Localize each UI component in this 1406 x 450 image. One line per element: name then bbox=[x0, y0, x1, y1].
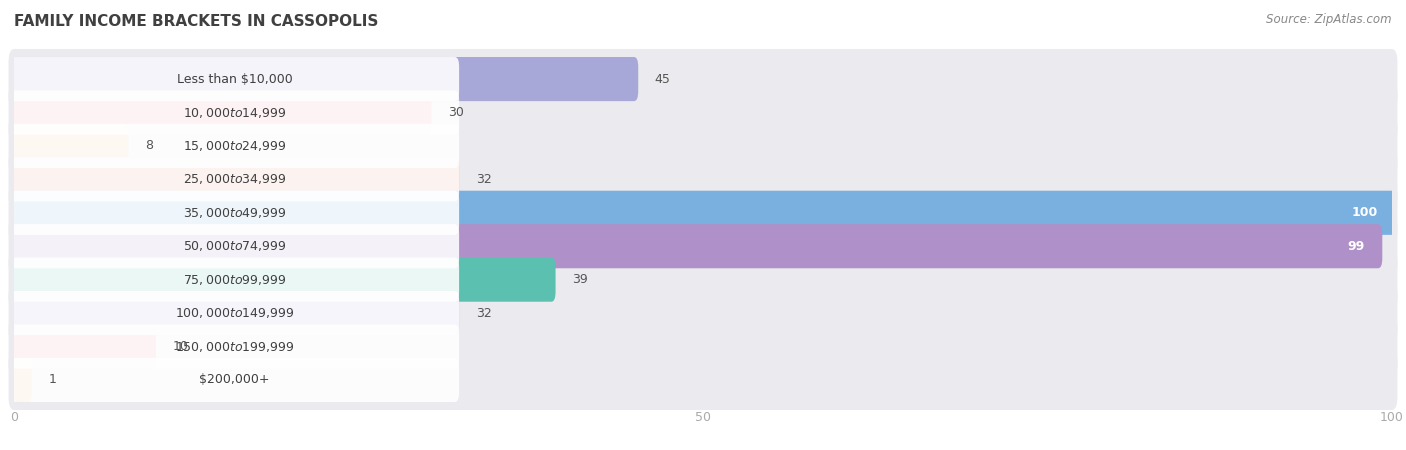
FancyBboxPatch shape bbox=[10, 324, 460, 369]
FancyBboxPatch shape bbox=[10, 191, 460, 235]
Text: $100,000 to $149,999: $100,000 to $149,999 bbox=[174, 306, 294, 320]
FancyBboxPatch shape bbox=[8, 250, 1398, 310]
Text: $10,000 to $14,999: $10,000 to $14,999 bbox=[183, 105, 287, 120]
FancyBboxPatch shape bbox=[10, 224, 460, 268]
Text: $75,000 to $99,999: $75,000 to $99,999 bbox=[183, 273, 287, 287]
FancyBboxPatch shape bbox=[10, 324, 156, 369]
FancyBboxPatch shape bbox=[8, 216, 1398, 276]
FancyBboxPatch shape bbox=[8, 350, 1398, 410]
FancyBboxPatch shape bbox=[10, 291, 460, 335]
Text: $35,000 to $49,999: $35,000 to $49,999 bbox=[183, 206, 287, 220]
FancyBboxPatch shape bbox=[10, 158, 460, 202]
Text: 30: 30 bbox=[449, 106, 464, 119]
FancyBboxPatch shape bbox=[10, 257, 555, 302]
Text: Source: ZipAtlas.com: Source: ZipAtlas.com bbox=[1267, 14, 1392, 27]
FancyBboxPatch shape bbox=[10, 124, 460, 168]
Text: 39: 39 bbox=[572, 273, 588, 286]
FancyBboxPatch shape bbox=[10, 191, 1396, 235]
FancyBboxPatch shape bbox=[10, 224, 1382, 268]
FancyBboxPatch shape bbox=[8, 283, 1398, 343]
Text: 32: 32 bbox=[475, 173, 492, 186]
FancyBboxPatch shape bbox=[8, 49, 1398, 109]
Text: $15,000 to $24,999: $15,000 to $24,999 bbox=[183, 139, 287, 153]
FancyBboxPatch shape bbox=[10, 124, 128, 168]
Text: $25,000 to $34,999: $25,000 to $34,999 bbox=[183, 172, 287, 186]
FancyBboxPatch shape bbox=[10, 358, 32, 402]
Text: 1: 1 bbox=[48, 374, 56, 387]
FancyBboxPatch shape bbox=[10, 90, 460, 135]
FancyBboxPatch shape bbox=[10, 291, 460, 335]
Text: $150,000 to $199,999: $150,000 to $199,999 bbox=[174, 339, 294, 354]
FancyBboxPatch shape bbox=[8, 149, 1398, 209]
Text: 8: 8 bbox=[145, 140, 153, 153]
FancyBboxPatch shape bbox=[8, 82, 1398, 143]
FancyBboxPatch shape bbox=[10, 358, 460, 402]
Text: $200,000+: $200,000+ bbox=[200, 374, 270, 387]
Text: 32: 32 bbox=[475, 306, 492, 320]
Text: 99: 99 bbox=[1347, 240, 1364, 253]
FancyBboxPatch shape bbox=[8, 183, 1398, 243]
Text: Less than $10,000: Less than $10,000 bbox=[177, 72, 292, 86]
Text: 45: 45 bbox=[655, 72, 671, 86]
Text: $50,000 to $74,999: $50,000 to $74,999 bbox=[183, 239, 287, 253]
Text: 10: 10 bbox=[173, 340, 188, 353]
FancyBboxPatch shape bbox=[10, 158, 460, 202]
Text: FAMILY INCOME BRACKETS IN CASSOPOLIS: FAMILY INCOME BRACKETS IN CASSOPOLIS bbox=[14, 14, 378, 28]
FancyBboxPatch shape bbox=[10, 257, 460, 302]
FancyBboxPatch shape bbox=[8, 116, 1398, 176]
FancyBboxPatch shape bbox=[10, 57, 638, 101]
Text: 100: 100 bbox=[1353, 206, 1378, 219]
FancyBboxPatch shape bbox=[10, 90, 432, 135]
FancyBboxPatch shape bbox=[8, 316, 1398, 377]
FancyBboxPatch shape bbox=[10, 57, 460, 101]
